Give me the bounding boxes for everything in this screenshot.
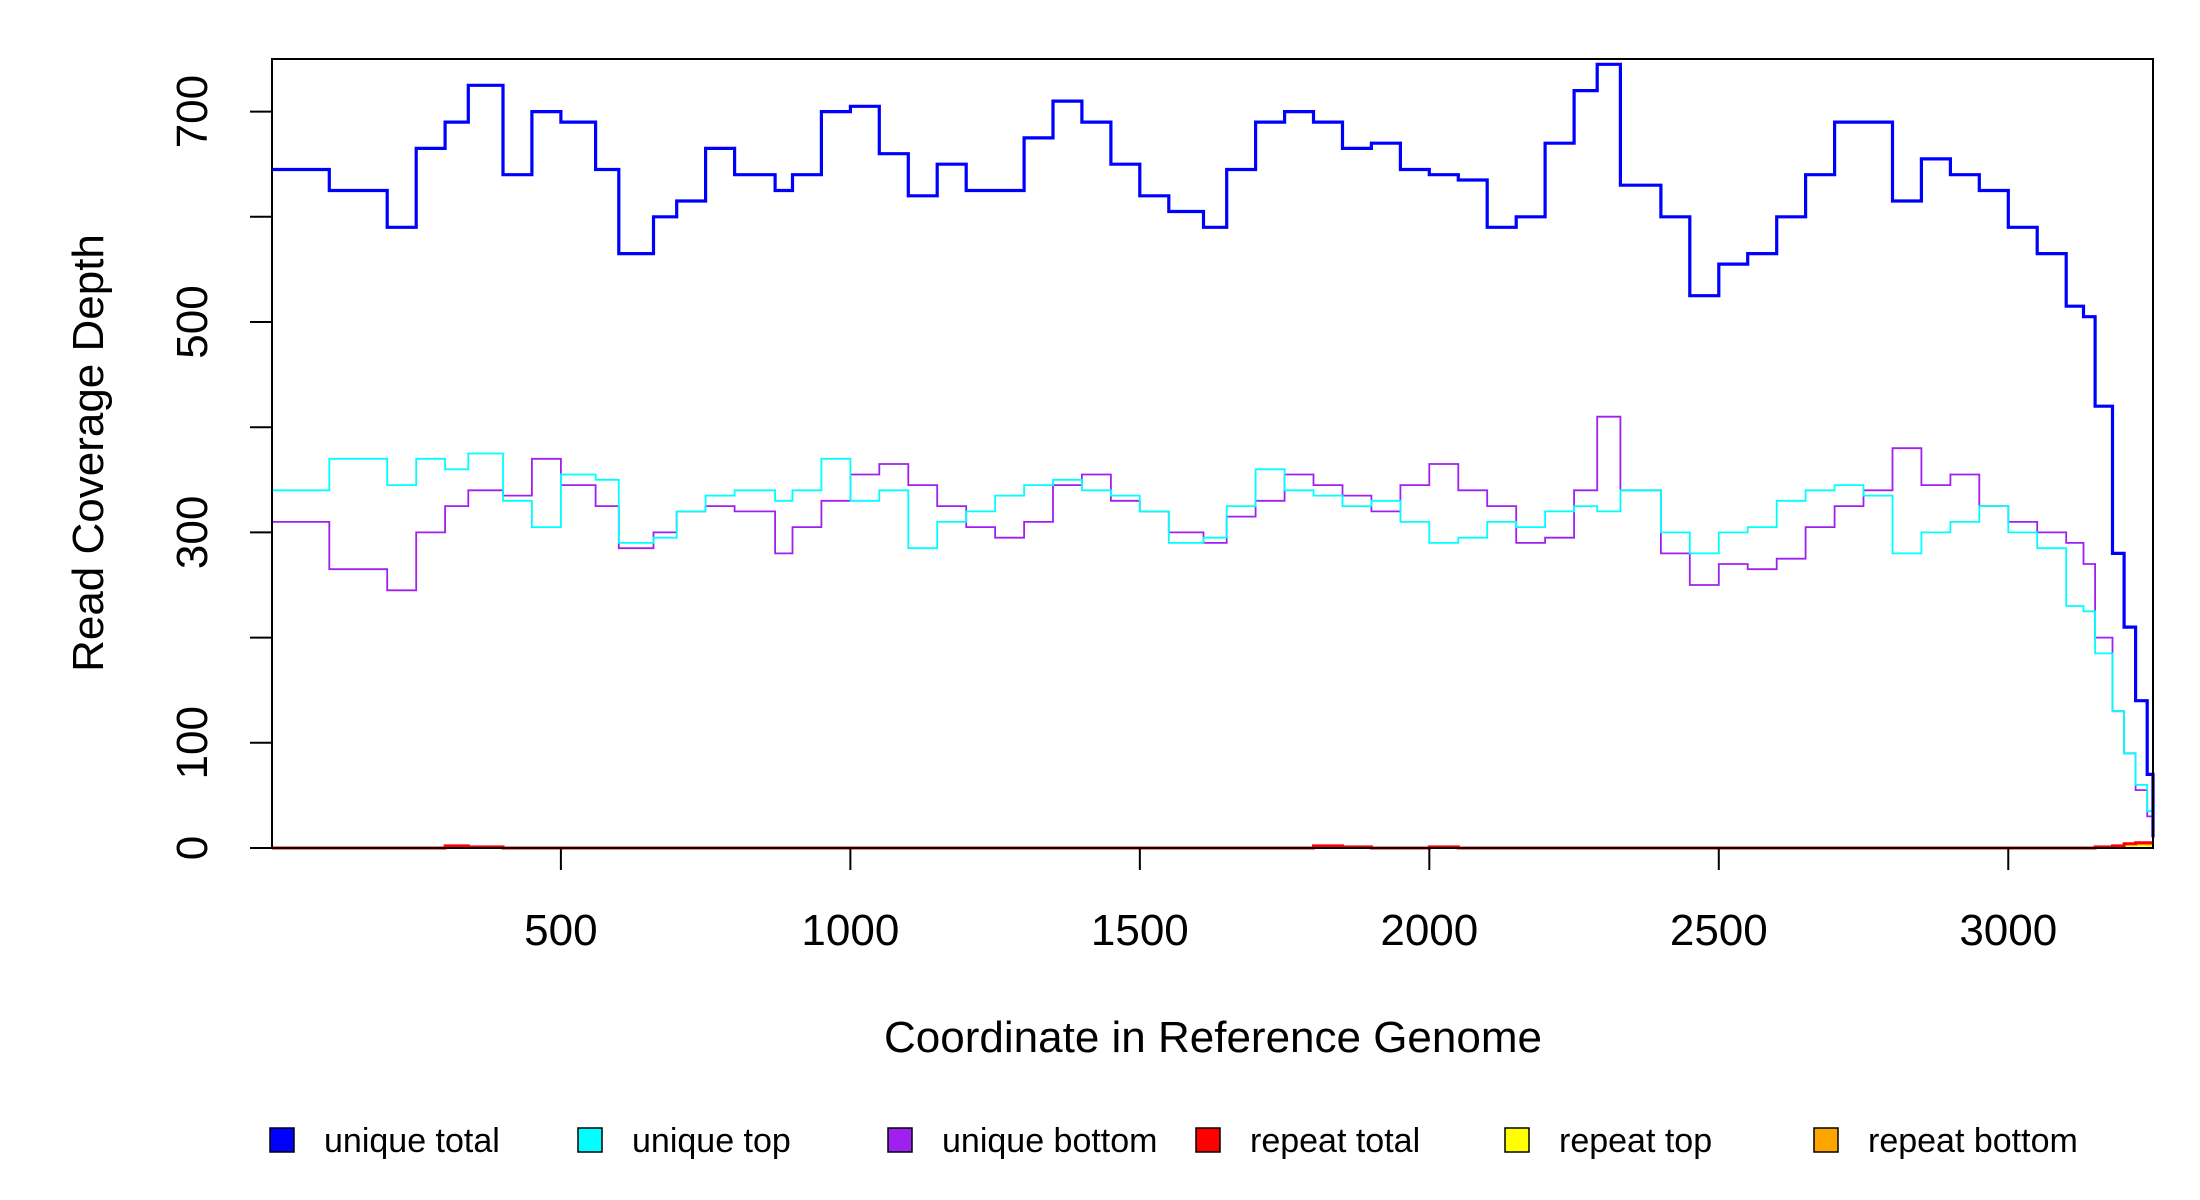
y-axis-title: Read Coverage Depth — [64, 234, 113, 672]
x-tick-label: 1000 — [801, 906, 899, 955]
y-tick-label: 500 — [168, 285, 217, 358]
legend-swatch-repeat-top — [1504, 1127, 1530, 1153]
legend-swatch-unique-top — [577, 1127, 603, 1153]
series-line-unique-top — [272, 452, 2154, 827]
x-tick-label: 2000 — [1380, 906, 1478, 955]
x-axis: 500 1000 1500 2000 2500 3000 — [524, 848, 2057, 955]
series-line-unique-total — [272, 62, 2155, 838]
plot-frame — [271, 58, 2154, 849]
legend-swatch-repeat-bottom — [1813, 1127, 1839, 1153]
legend-swatch-repeat-total — [1195, 1127, 1221, 1153]
x-tick-label: 1500 — [1091, 906, 1189, 955]
legend-swatch-unique-bottom — [887, 1127, 913, 1153]
y-tick-label: 100 — [168, 706, 217, 779]
series-line-unique-bottom — [272, 415, 2154, 833]
y-axis: 0 100 300 500 700 — [168, 75, 272, 860]
y-tick-label: 300 — [168, 496, 217, 569]
legend: unique total unique top unique bottom repea… — [269, 1122, 2078, 1160]
legend-swatch-unique-total — [269, 1127, 295, 1153]
x-tick-label: 500 — [524, 906, 597, 955]
legend-label-repeat-bottom: repeat bottom — [1868, 1122, 2078, 1160]
legend-label-unique-top: unique top — [632, 1122, 791, 1160]
legend-label-unique-total: unique total — [324, 1122, 500, 1160]
x-tick-label: 3000 — [1959, 906, 2057, 955]
x-tick-label: 2500 — [1670, 906, 1768, 955]
y-tick-label: 700 — [168, 75, 217, 148]
y-tick-label: 0 — [168, 836, 217, 860]
legend-label-repeat-total: repeat total — [1250, 1122, 1420, 1160]
legend-label-repeat-top: repeat top — [1559, 1122, 1712, 1160]
x-axis-title: Coordinate in Reference Genome — [884, 1013, 1542, 1062]
legend-label-unique-bottom: unique bottom — [942, 1122, 1158, 1160]
